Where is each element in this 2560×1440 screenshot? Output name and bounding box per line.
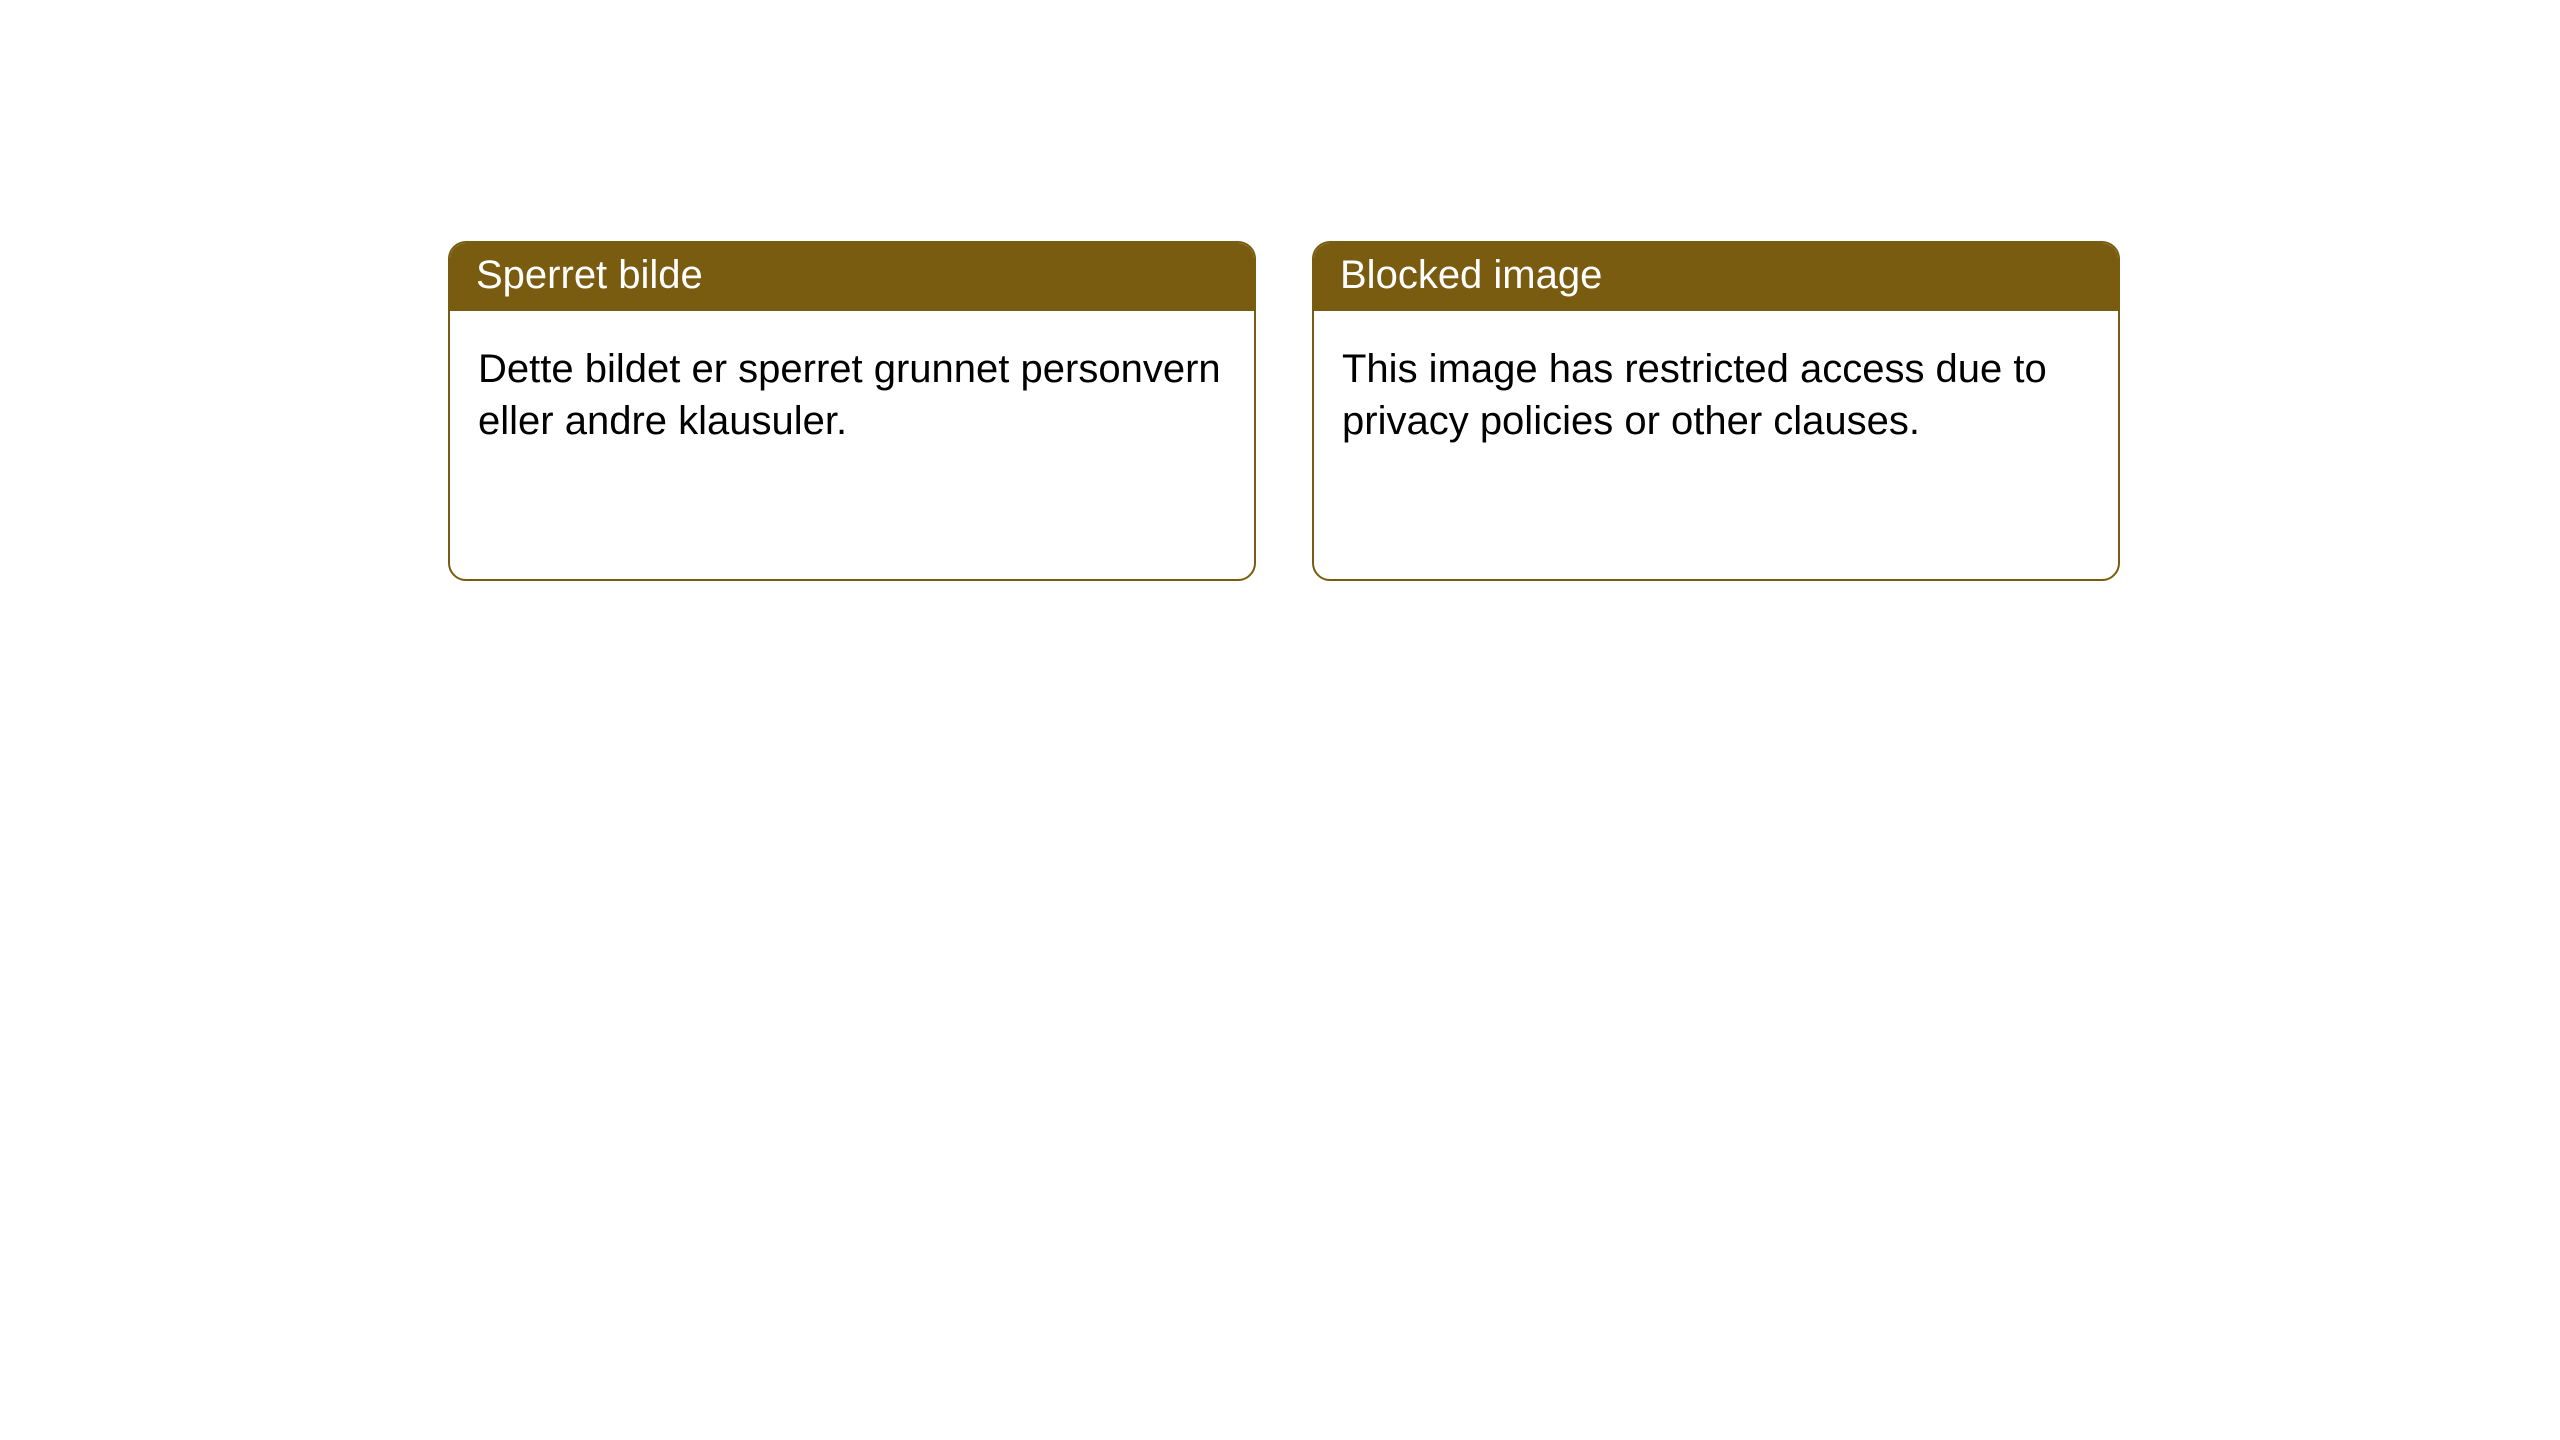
card-header: Blocked image (1314, 243, 2118, 311)
blocked-image-card-en: Blocked image This image has restricted … (1312, 241, 2120, 581)
blocked-image-card-no: Sperret bilde Dette bildet er sperret gr… (448, 241, 1256, 581)
card-title: Blocked image (1340, 253, 1602, 297)
card-body: This image has restricted access due to … (1314, 311, 2118, 479)
card-body-text: This image has restricted access due to … (1342, 347, 2047, 443)
card-header: Sperret bilde (450, 243, 1254, 311)
card-title: Sperret bilde (476, 253, 703, 297)
card-container: Sperret bilde Dette bildet er sperret gr… (0, 0, 2560, 581)
card-body: Dette bildet er sperret grunnet personve… (450, 311, 1254, 479)
card-body-text: Dette bildet er sperret grunnet personve… (478, 347, 1221, 443)
